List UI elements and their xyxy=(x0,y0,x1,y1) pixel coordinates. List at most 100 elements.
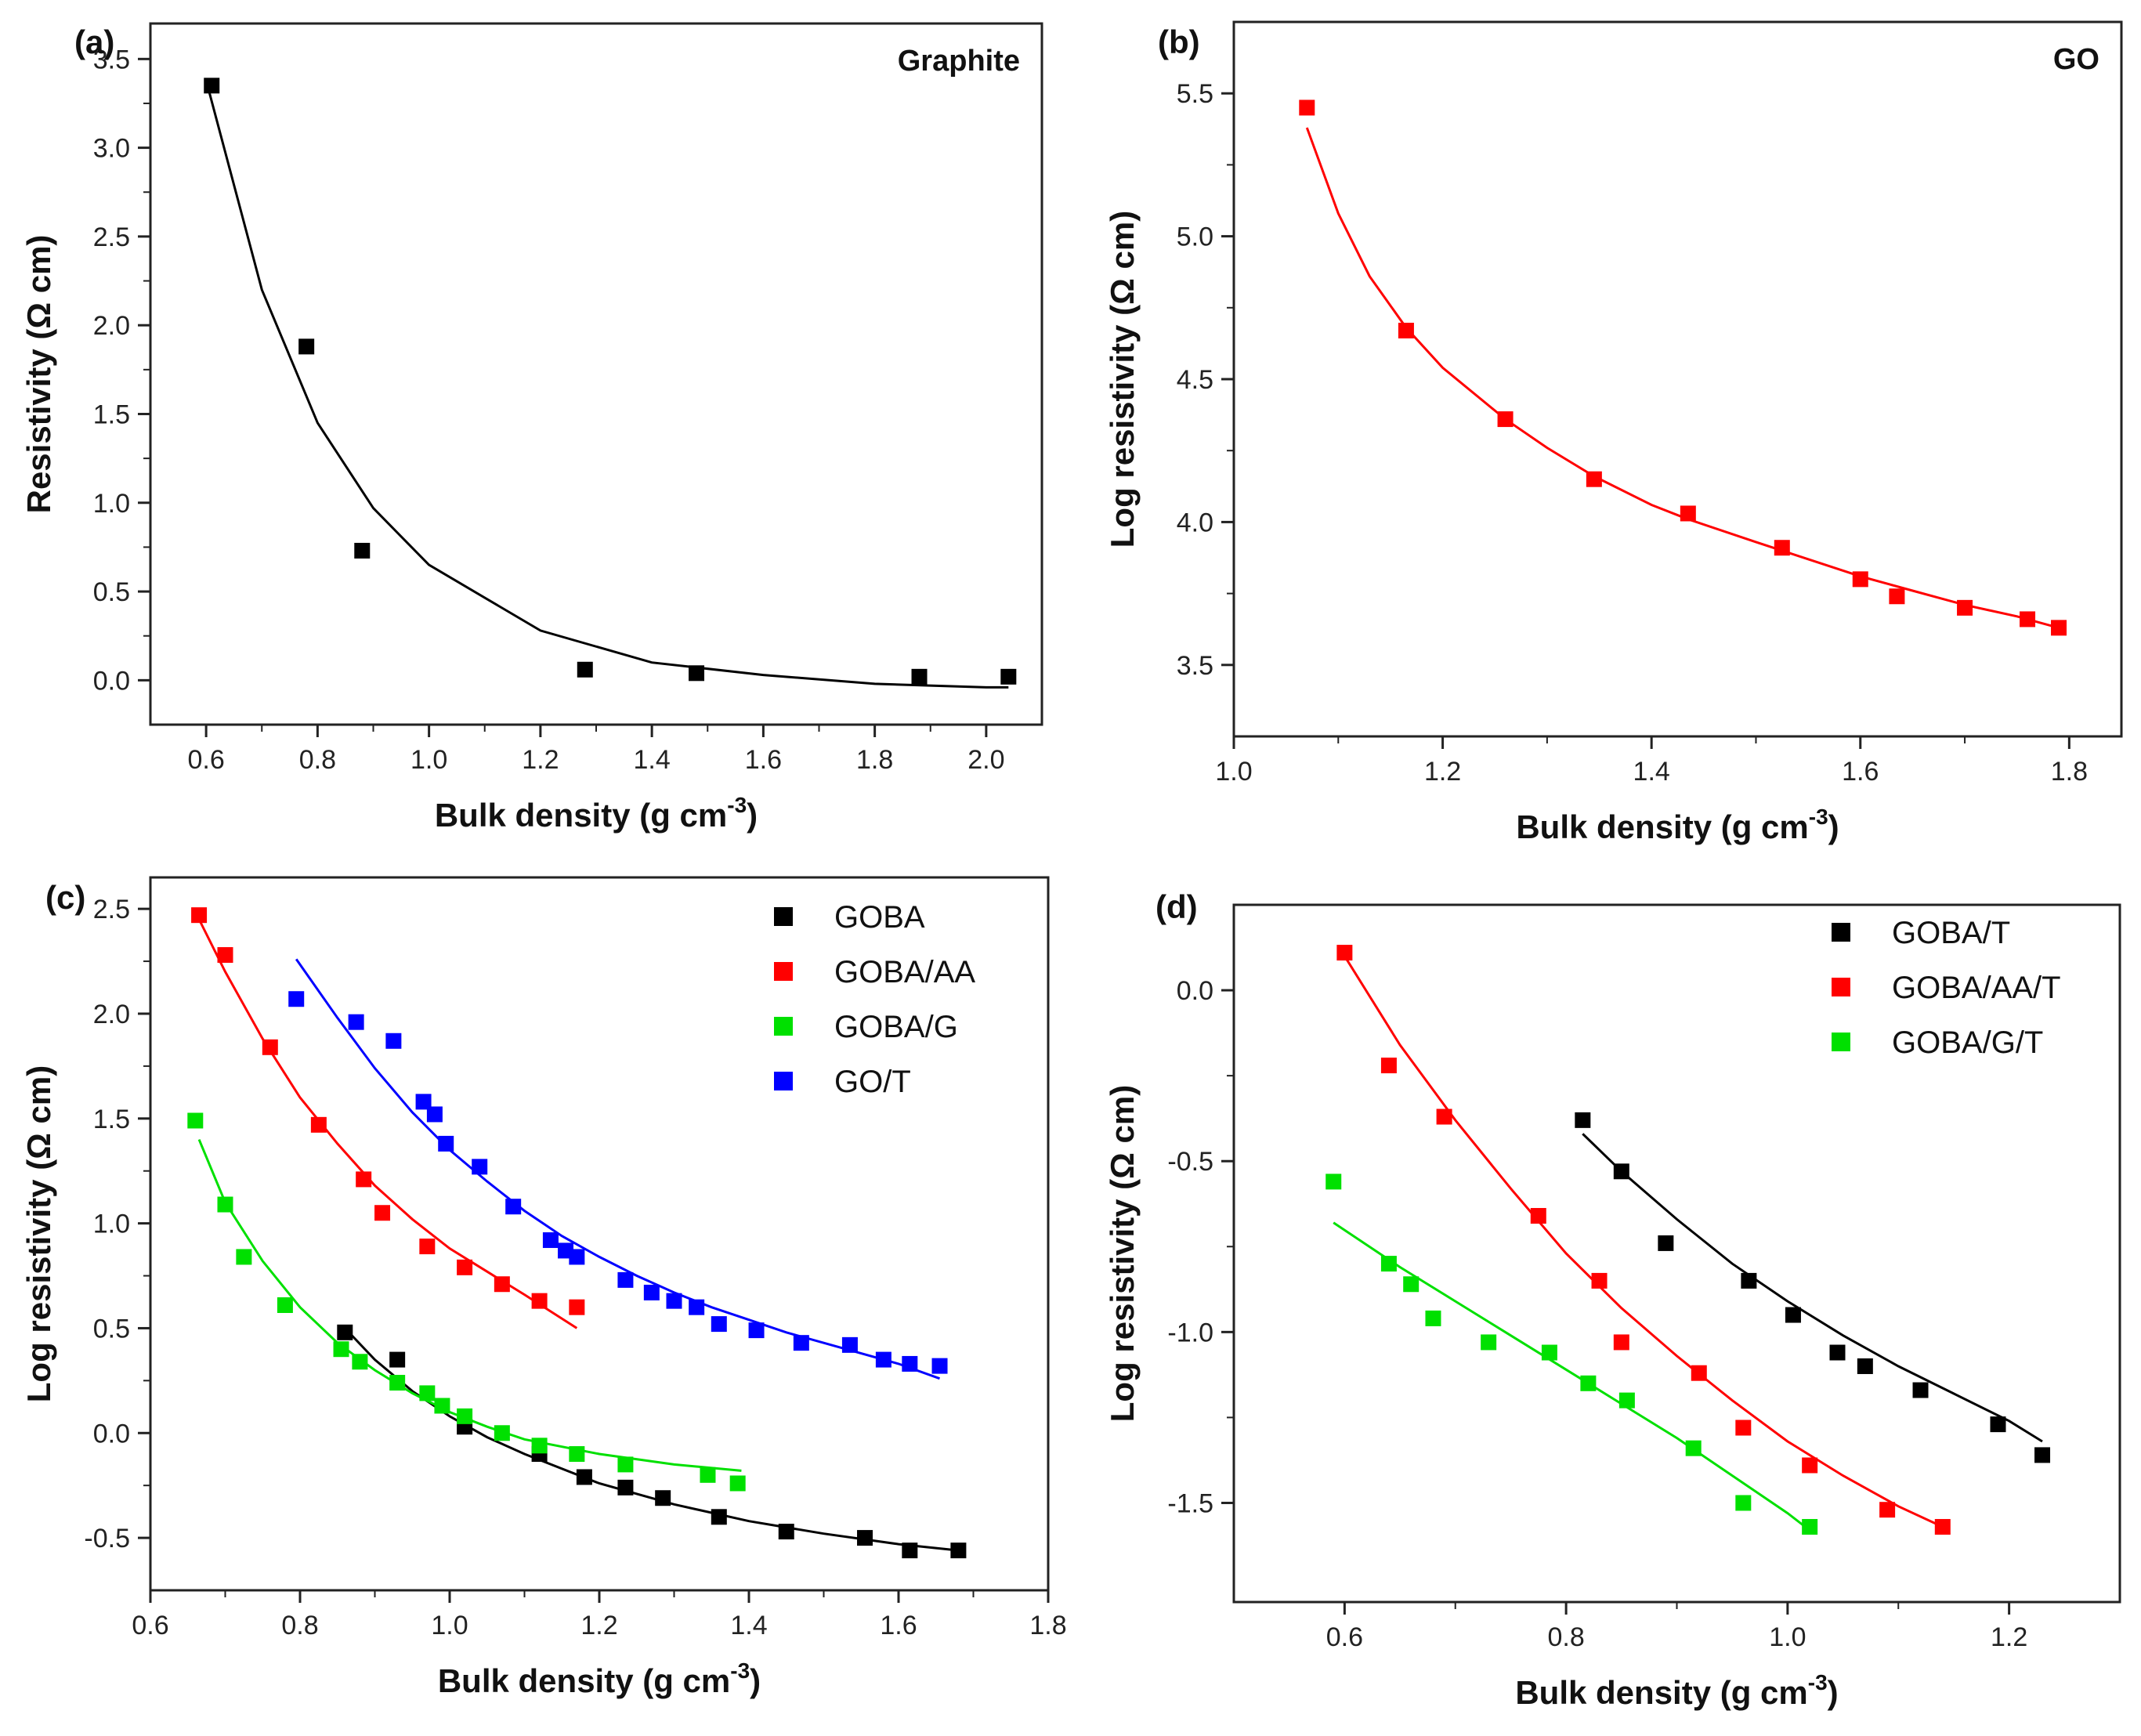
x-axis-title: Bulk density (g cm-3) xyxy=(435,793,758,834)
panel-label: (b) xyxy=(1158,24,1200,60)
data-point xyxy=(1685,1440,1702,1456)
fit-curve-goba-t xyxy=(1582,1133,2043,1443)
x-tick-label: 1.6 xyxy=(745,745,782,775)
x-axis-title-main: Bulk density (g cm xyxy=(1515,1674,1807,1711)
data-point xyxy=(348,1014,364,1030)
data-point xyxy=(310,1116,327,1133)
data-point xyxy=(1586,471,1602,487)
data-point xyxy=(333,1341,349,1358)
data-point xyxy=(531,1438,548,1454)
y-tick-label: 0.5 xyxy=(93,577,130,607)
x-tick-label: 1.6 xyxy=(1842,757,1879,787)
y-tick-label: 2.5 xyxy=(93,895,130,924)
data-point xyxy=(374,1205,391,1221)
data-point xyxy=(700,1467,716,1483)
data-point xyxy=(577,661,593,678)
y-tick-label: 1.5 xyxy=(93,1105,130,1134)
panel-b-go: 1.0 1.2 1.4 1.6 1.8 3.5 4.0 4.5 5.0 5.5 Bulk densi… xyxy=(1104,20,2123,845)
x-tick-label: 2.0 xyxy=(967,745,1004,775)
x-axis-title: Bulk density (g cm-3) xyxy=(438,1658,761,1699)
y-axis-title: Resistivity (Ω cm) xyxy=(20,235,57,514)
data-point xyxy=(1829,1344,1846,1361)
x-axis-title-main: Bulk density (g cm xyxy=(1516,808,1808,845)
data-point xyxy=(217,947,233,964)
data-point xyxy=(2051,620,2067,636)
panel-a-graphite: 0.6 0.8 1.0 1.2 1.4 1.6 1.8 2.0 0.0 0.5 1.0 1.5 2.0 2… xyxy=(20,22,1043,834)
data-point xyxy=(438,1135,454,1152)
data-point xyxy=(389,1375,406,1391)
data-point xyxy=(617,1271,634,1288)
data-point xyxy=(426,1106,443,1123)
x-axis-title: Bulk density (g cm-3) xyxy=(1516,805,1839,845)
data-point xyxy=(337,1324,353,1340)
data-point xyxy=(2020,611,2036,627)
y-tick-label: 2.5 xyxy=(93,222,130,252)
panel-label: (d) xyxy=(1155,888,1198,925)
data-point xyxy=(1735,1495,1752,1511)
data-point xyxy=(931,1358,948,1374)
y-axis-title: Log resistivity (Ω cm) xyxy=(20,1065,57,1402)
x-tick-label: 1.8 xyxy=(2051,757,2088,787)
panel-d-goba-t-series: 0.6 0.8 1.0 1.2 -1.5 -1.0 -0.5 0.0 Bulk density … xyxy=(1104,888,2121,1711)
x-tick-label: 0.6 xyxy=(1326,1622,1363,1652)
y-tick-label: 0.0 xyxy=(1177,976,1213,1006)
data-point xyxy=(617,1479,634,1495)
data-point xyxy=(236,1249,252,1265)
y-axis-title: Log resistivity (Ω cm) xyxy=(1104,211,1141,548)
data-point xyxy=(857,1530,873,1546)
data-point xyxy=(531,1293,548,1309)
data-point xyxy=(277,1297,293,1313)
data-point xyxy=(1380,1256,1397,1272)
data-point xyxy=(415,1094,432,1110)
data-point xyxy=(1530,1208,1546,1224)
x-axis-title-sup: -3 xyxy=(727,793,747,817)
y-tick-label: 0.5 xyxy=(93,1314,130,1344)
data-point xyxy=(875,1351,891,1368)
x-tick-label: 0.8 xyxy=(299,745,336,775)
x-axis-title-end: ) xyxy=(1828,808,1839,845)
data-point xyxy=(1680,505,1696,522)
x-tick-label: 1.8 xyxy=(856,745,893,775)
data-point xyxy=(576,1469,592,1485)
x-tick-label: 1.0 xyxy=(1769,1622,1806,1652)
data-point xyxy=(793,1335,809,1351)
x-axis-title-sup: -3 xyxy=(730,1658,750,1683)
data-point xyxy=(1436,1109,1452,1125)
y-tick-label: 0.0 xyxy=(93,1419,130,1448)
data-point xyxy=(950,1543,967,1559)
data-point xyxy=(729,1475,746,1492)
data-point xyxy=(1957,599,1973,616)
data-point xyxy=(689,665,705,682)
legend-marker xyxy=(774,1017,793,1036)
y-tick-label: 2.0 xyxy=(93,1000,130,1029)
data-point xyxy=(841,1336,858,1353)
data-point xyxy=(419,1385,436,1401)
x-axis-title-end: ) xyxy=(750,1662,761,1699)
x-tick-label: 1.0 xyxy=(431,1611,468,1640)
y-tick-label: 2.0 xyxy=(93,311,130,341)
plot-frame xyxy=(1232,20,2123,738)
data-point xyxy=(187,1112,204,1129)
data-point xyxy=(711,1509,727,1525)
data-point xyxy=(1802,1519,1818,1535)
data-point xyxy=(569,1249,585,1265)
x-tick-label: 1.8 xyxy=(1029,1611,1066,1640)
data-point xyxy=(354,542,371,559)
legend-label: GOBA/AA xyxy=(834,955,975,989)
fit-curve-goba-aa xyxy=(197,918,578,1329)
y-tick-label: -0.5 xyxy=(84,1524,130,1553)
legend-marker xyxy=(1832,978,1850,996)
data-point xyxy=(1425,1310,1441,1326)
data-point xyxy=(434,1398,450,1414)
data-point xyxy=(748,1322,765,1339)
fit-curve-graphite xyxy=(204,80,1009,689)
data-point xyxy=(1691,1365,1707,1381)
data-point xyxy=(643,1284,660,1300)
legend-marker xyxy=(774,907,793,926)
data-point xyxy=(1741,1272,1757,1289)
x-axis-title-end: ) xyxy=(747,797,758,834)
data-point xyxy=(1857,1358,1873,1374)
data-point xyxy=(298,338,315,355)
data-point xyxy=(655,1490,671,1506)
